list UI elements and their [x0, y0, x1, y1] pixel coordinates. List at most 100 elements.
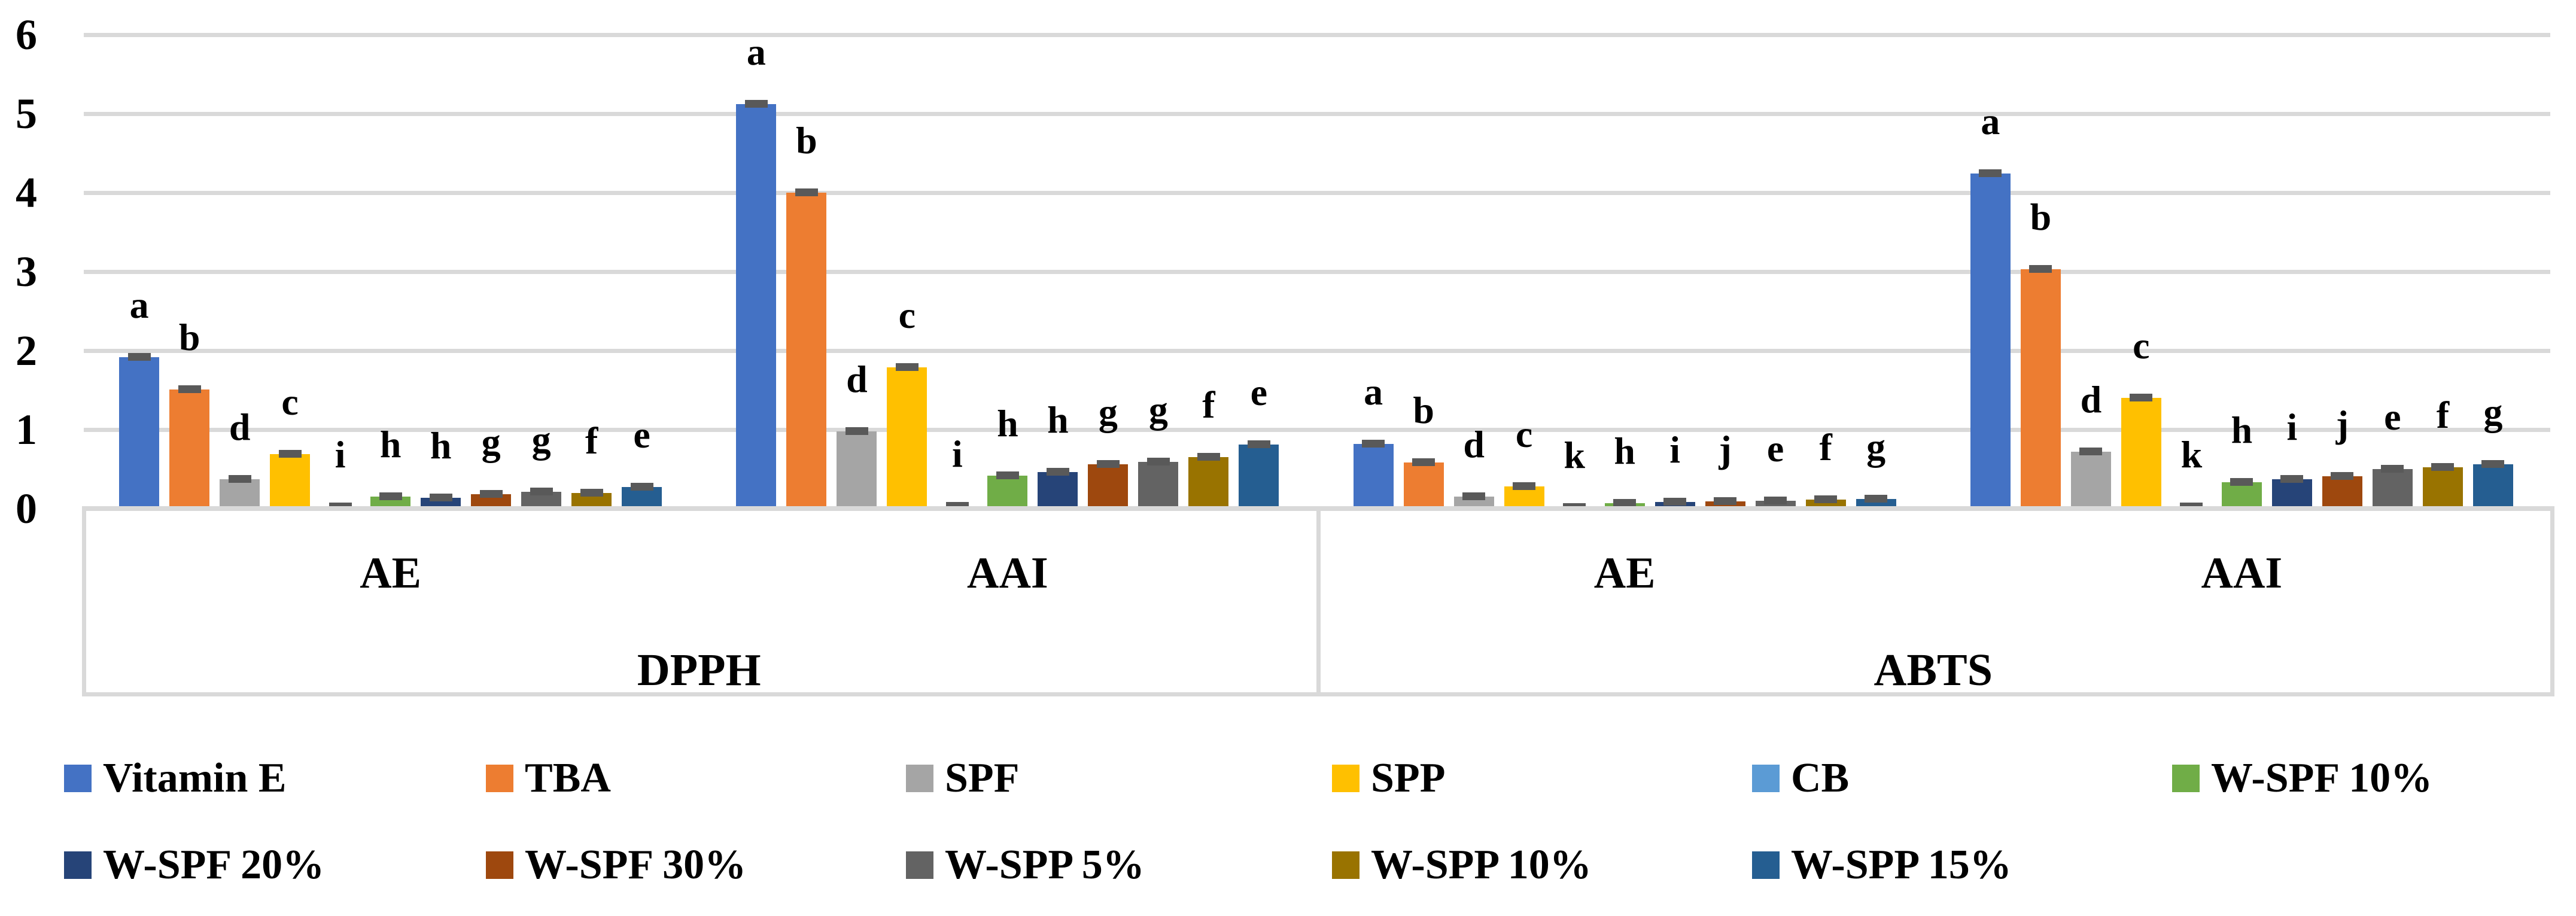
legend-swatch — [486, 765, 513, 792]
legend-swatch — [1332, 765, 1360, 792]
error-bar-cap — [228, 475, 251, 483]
bar — [987, 476, 1028, 509]
error-bar-cap — [1513, 482, 1536, 490]
error-bar-cap — [1247, 440, 1270, 448]
bar — [736, 104, 777, 509]
significance-letter: c — [281, 381, 299, 423]
significance-letter: h — [997, 402, 1018, 445]
error-bar-cap — [795, 188, 818, 196]
error-bar-cap — [429, 494, 452, 501]
bar — [622, 487, 662, 509]
significance-letter: e — [633, 413, 650, 456]
error-bar-cap — [1462, 492, 1486, 500]
bar — [1138, 462, 1179, 509]
error-bar-cap — [1197, 453, 1220, 461]
significance-letter: i — [2286, 406, 2298, 448]
legend-label: W-SPF 10% — [2211, 755, 2433, 801]
bar — [2322, 476, 2362, 509]
gridline — [84, 270, 2550, 274]
assay-label: DPPH — [637, 645, 761, 695]
error-bar-cap — [479, 490, 503, 498]
y-tick-label: 3 — [16, 248, 37, 296]
error-bar-cap — [2431, 463, 2455, 471]
error-bar-cap — [2230, 478, 2253, 486]
error-bar-cap — [1979, 169, 2002, 177]
significance-letter: g — [1148, 388, 1168, 431]
legend-swatch — [906, 851, 933, 879]
legend-label: Vitamin E — [103, 755, 287, 801]
bar — [2472, 464, 2513, 509]
significance-letter: e — [1766, 427, 1784, 470]
significance-letter: i — [1669, 428, 1681, 471]
error-bar-cap — [1046, 468, 1069, 476]
error-bar-cap — [580, 489, 603, 497]
gridline — [84, 33, 2550, 37]
gridline — [84, 428, 2550, 432]
significance-letter: d — [2080, 378, 2102, 421]
significance-letter: g — [1866, 425, 1886, 468]
legend-label: SPP — [1371, 755, 1446, 801]
legend-label: TBA — [525, 755, 611, 801]
bar — [1970, 174, 2011, 509]
significance-letter: e — [1250, 371, 1268, 413]
bar — [2121, 398, 2161, 509]
error-bar-cap — [1096, 460, 1120, 468]
error-bar-cap — [1362, 440, 1385, 448]
error-bar-cap — [278, 450, 302, 458]
significance-letter: g — [1098, 391, 1118, 433]
bar — [1504, 486, 1544, 509]
bar — [2221, 482, 2262, 509]
significance-letter: i — [334, 433, 346, 476]
significance-letter: f — [1202, 384, 1215, 426]
significance-letter: b — [2030, 196, 2052, 238]
significance-letter: j — [2335, 403, 2349, 445]
section-label: AAI — [967, 549, 1048, 598]
gridline — [84, 191, 2550, 195]
legend-item: TBA — [486, 757, 611, 800]
significance-letter: g — [531, 418, 551, 461]
section-label: AE — [1593, 549, 1656, 598]
significance-letter: h — [1614, 430, 1635, 472]
error-bar-cap — [2331, 472, 2354, 480]
section-label: AAI — [2201, 549, 2283, 598]
assay-label: ABTS — [1874, 645, 1993, 695]
legend-item: W-SPF 20% — [64, 844, 324, 887]
significance-letter: f — [2436, 394, 2450, 436]
significance-letter: g — [481, 421, 501, 463]
y-tick-label: 2 — [16, 327, 37, 375]
significance-letter: i — [951, 433, 963, 475]
bar — [2422, 467, 2463, 509]
category-axis-separator — [82, 506, 86, 695]
significance-letter: a — [129, 284, 149, 326]
legend-swatch — [906, 765, 933, 792]
bar — [2020, 269, 2061, 509]
legend-label: W-SPP 10% — [1371, 842, 1592, 888]
y-tick-label: 0 — [16, 485, 37, 532]
y-tick-label: 5 — [16, 90, 37, 138]
legend-item: Vitamin E — [64, 757, 287, 800]
bar — [786, 193, 827, 509]
significance-letter: d — [846, 358, 868, 400]
error-bar-cap — [127, 353, 151, 361]
significance-letter: a — [746, 31, 766, 73]
error-bar-cap — [2079, 448, 2103, 455]
significance-letter: b — [796, 119, 817, 162]
significance-letter: c — [1515, 413, 1533, 455]
section-label: AE — [360, 549, 422, 598]
bar — [119, 357, 160, 509]
error-bar-cap — [2381, 465, 2404, 473]
legend-item: W-SPP 5% — [906, 844, 1145, 887]
legend-swatch — [2172, 765, 2200, 792]
legend-label: W-SPP 15% — [1791, 842, 2012, 888]
error-bar-cap — [379, 492, 402, 500]
significance-letter: e — [2384, 395, 2401, 438]
legend-swatch — [64, 851, 92, 879]
significance-letter: c — [2133, 324, 2150, 367]
legend-item: CB — [1752, 757, 1849, 800]
legend-swatch — [1332, 851, 1360, 879]
significance-letter: h — [1047, 398, 1069, 441]
error-bar-cap — [895, 363, 919, 371]
significance-letter: b — [178, 316, 200, 358]
significance-letter: h — [2231, 409, 2253, 451]
error-bar-cap — [2481, 460, 2505, 468]
